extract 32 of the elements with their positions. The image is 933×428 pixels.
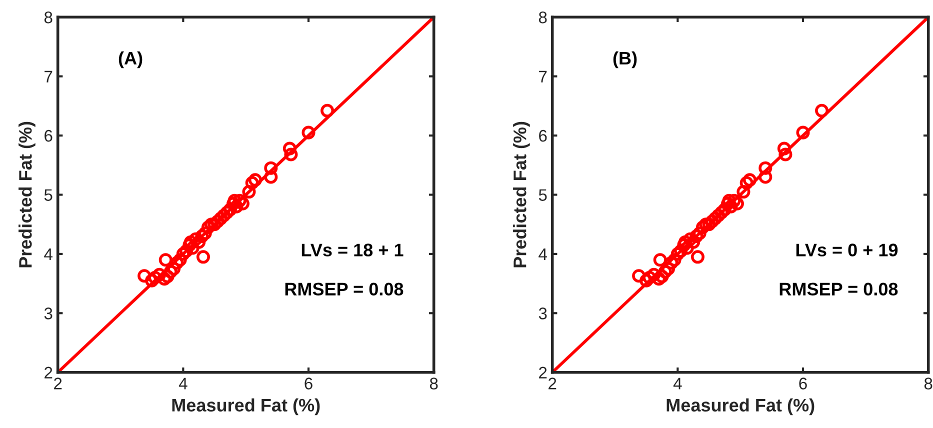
y-tick-label: 7 — [44, 70, 52, 82]
x-tick-label: 6 — [799, 378, 807, 390]
y-tick-label: 6 — [44, 130, 52, 142]
x-tick-label: 2 — [548, 378, 556, 390]
y-tick-label: 6 — [539, 130, 547, 142]
y-tick-label: 3 — [44, 308, 52, 320]
y-tick-label: 2 — [539, 366, 547, 378]
y-axis-title: Predicted Fat (%) — [513, 122, 530, 268]
y-tick-label: 4 — [538, 248, 547, 260]
y-tick-label: 7 — [539, 70, 547, 82]
y-tick-label: 8 — [44, 12, 52, 24]
y-tick-label: 3 — [538, 308, 547, 320]
annotation: (A) — [118, 51, 142, 68]
y-axis-title: Predicted Fat (%) — [18, 122, 36, 268]
annotation: LVs = 0 + 19 — [796, 244, 898, 256]
annotation: RMSEP = 0.08 — [285, 282, 404, 296]
y-tick-label: 5 — [44, 189, 52, 201]
annotation: (B) — [613, 51, 637, 68]
x-tick-label: 8 — [924, 378, 932, 390]
x-tick-label: 4 — [178, 378, 188, 390]
y-tick-label: 2 — [44, 366, 52, 378]
x-tick-label: 8 — [430, 378, 438, 390]
annotation: LVs = 18 + 1 — [302, 244, 404, 256]
y-tick-label: 4 — [44, 248, 52, 260]
x-tick-label: 4 — [673, 378, 682, 390]
y-tick-label: 8 — [538, 12, 547, 24]
x-tick-label: 6 — [304, 378, 312, 390]
x-axis-title: Measured Fat (%) — [666, 398, 814, 416]
y-tick-label: 5 — [538, 189, 547, 201]
x-axis-title: Measured Fat (%) — [172, 398, 320, 416]
annotation: RMSEP = 0.08 — [780, 282, 898, 296]
x-tick-label: 2 — [54, 378, 62, 390]
